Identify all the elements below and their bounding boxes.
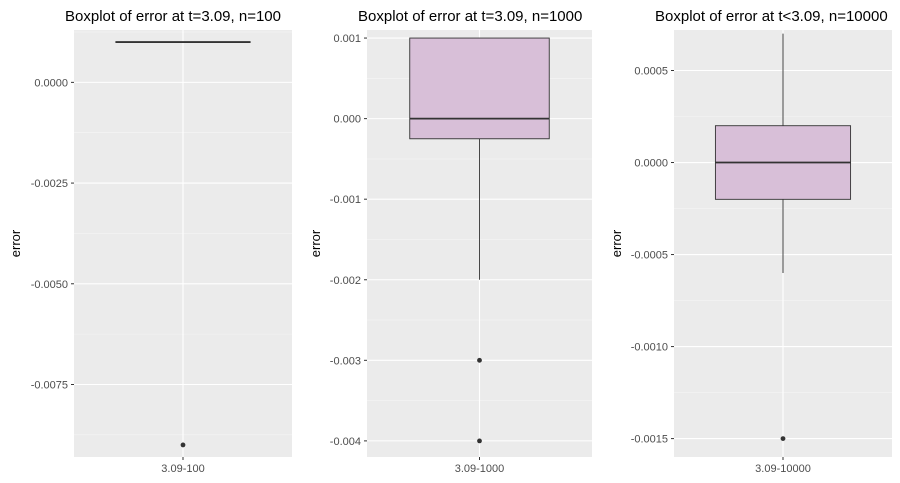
grid-lines [74, 30, 292, 457]
chart-panel-n100: Boxplot of error at t=3.09, n=100 0.0000… [8, 8, 292, 475]
chart-title: Boxplot of error at t<3.09, n=10000 [655, 8, 888, 25]
y-tick-label: -0.0015 [631, 434, 668, 446]
y-tick-label: 0.001 [333, 33, 361, 45]
chart-title: Boxplot of error at t=3.09, n=100 [65, 8, 281, 25]
outlier-point [180, 442, 186, 448]
y-tick-label: -0.0005 [631, 250, 668, 262]
chart-panel-n1000: Boxplot of error at t=3.09, n=1000 0.001… [308, 8, 592, 475]
x-ticks: 3.09-1000 [455, 457, 505, 475]
y-tick-label: -0.0050 [31, 279, 68, 291]
x-ticks: 3.09-10000 [755, 457, 811, 475]
outlier-point [477, 357, 482, 363]
y-tick-label: -0.0010 [631, 342, 668, 354]
y-tick-label: 0.000 [333, 114, 361, 126]
y-tick-label: -0.004 [330, 436, 361, 448]
y-ticks: 0.0000 -0.0025 -0.0050 -0.0075 [31, 77, 74, 391]
y-tick-label: -0.0025 [31, 178, 68, 190]
y-tick-label: -0.002 [330, 275, 361, 287]
x-tick-label: 3.09-100 [161, 463, 204, 475]
chart-title: Boxplot of error at t=3.09, n=1000 [358, 8, 582, 25]
x-tick-label: 3.09-10000 [755, 463, 811, 475]
y-ticks: 0.001 0.000 -0.001 -0.002 -0.003 -0.004 [330, 33, 367, 448]
y-tick-label: 0.0000 [34, 77, 68, 89]
y-tick-label: -0.0075 [31, 379, 68, 391]
y-axis-title: error [8, 229, 23, 257]
y-ticks: 0.0005 0.0000 -0.0005 -0.0010 -0.0015 [631, 65, 674, 446]
box-iqr [409, 37, 550, 140]
outlier-point [477, 438, 482, 444]
box-marks [115, 41, 251, 448]
box-marks [409, 37, 550, 444]
y-tick-label: -0.001 [330, 194, 361, 206]
y-axis-title: error [308, 229, 323, 257]
y-tick-label: -0.003 [330, 355, 361, 367]
y-tick-label: 0.0005 [634, 65, 668, 77]
x-tick-label: 3.09-1000 [455, 463, 505, 475]
outlier-point [780, 436, 786, 441]
y-tick-label: 0.0000 [634, 158, 668, 170]
y-axis-title: error [609, 229, 624, 257]
x-ticks: 3.09-100 [161, 457, 205, 475]
chart-panel-n10000: Boxplot of error at t<3.09, n=10000 0.00… [609, 8, 892, 475]
box-marks [714, 33, 852, 441]
